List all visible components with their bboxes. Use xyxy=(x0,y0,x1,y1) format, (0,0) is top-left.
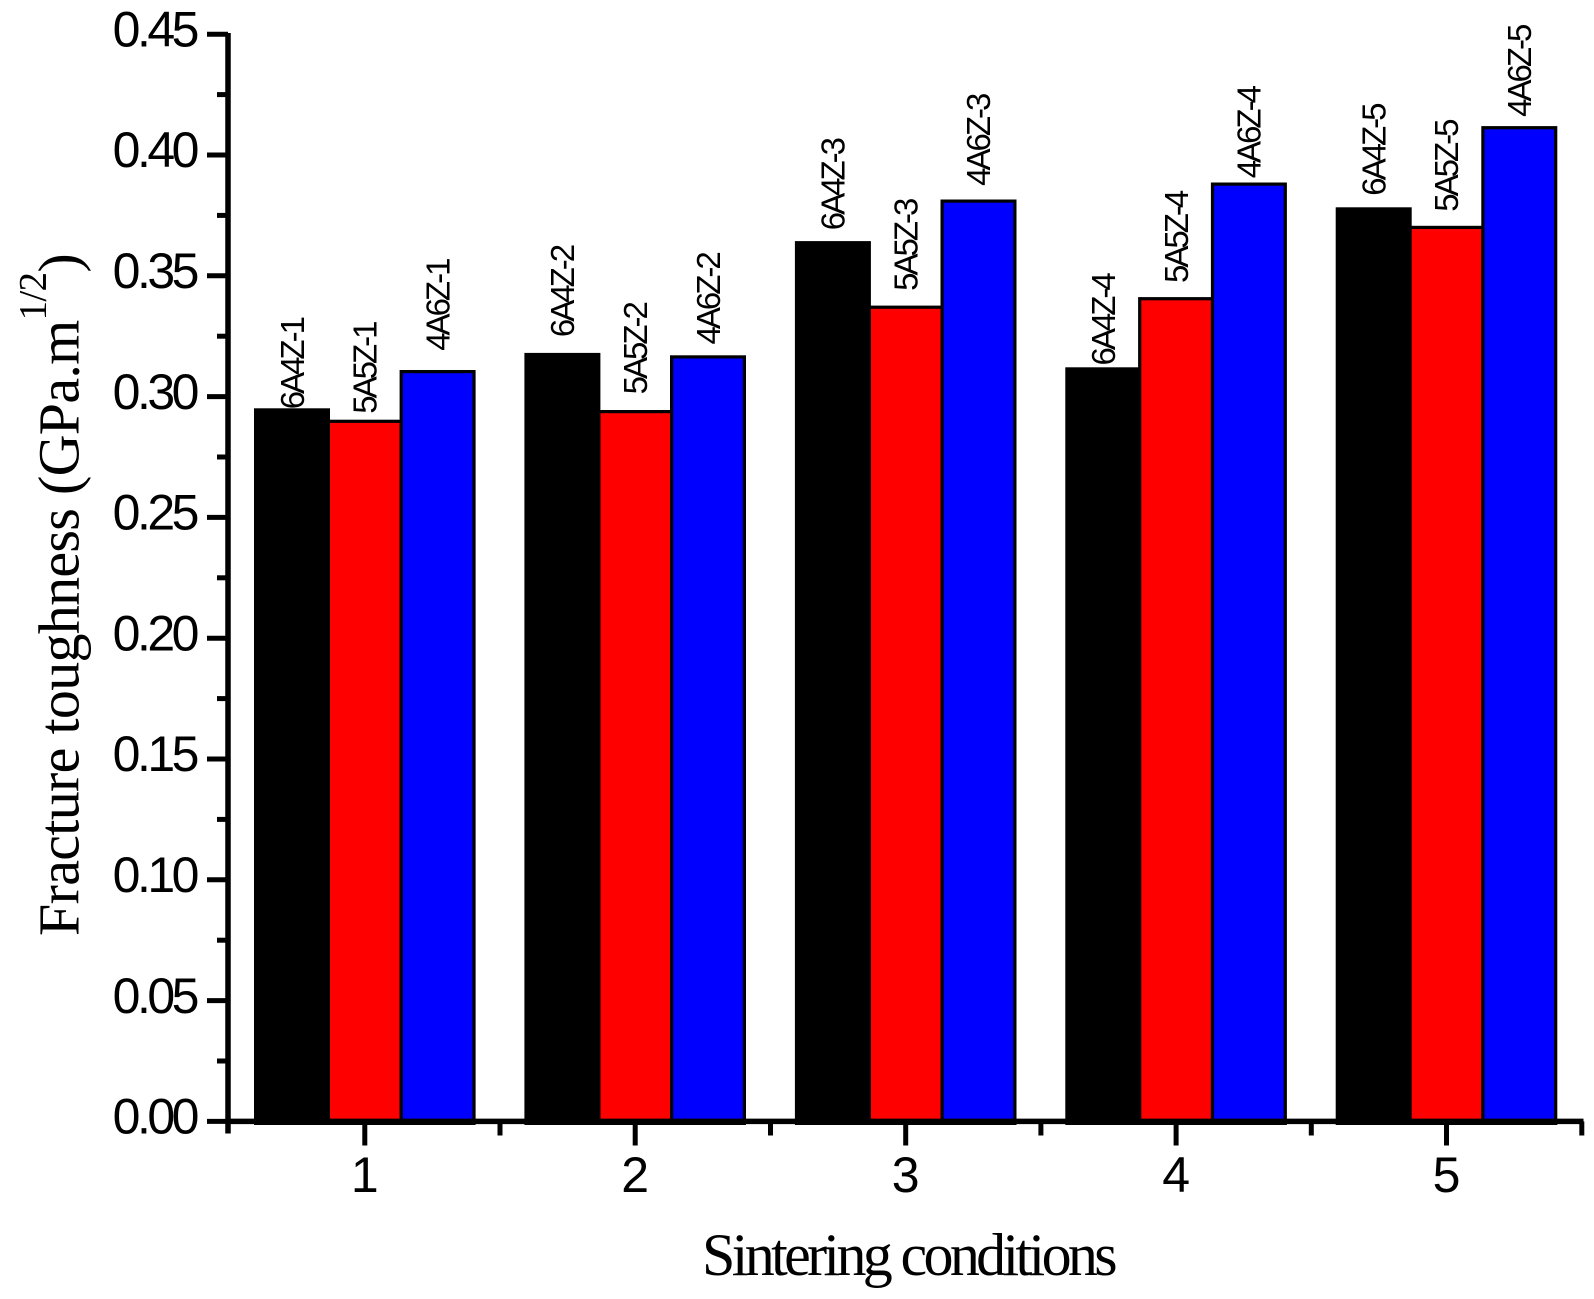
svg-text:4A6Z-4: 4A6Z-4 xyxy=(1231,85,1268,178)
svg-text:0.35: 0.35 xyxy=(113,243,198,299)
svg-text:0.40: 0.40 xyxy=(113,122,198,178)
svg-text:2: 2 xyxy=(621,1147,649,1203)
svg-text:0.45: 0.45 xyxy=(113,2,198,58)
svg-text:6A4Z-3: 6A4Z-3 xyxy=(815,138,852,230)
svg-text:6A4Z-1: 6A4Z-1 xyxy=(274,317,311,409)
svg-text:6A4Z-5: 6A4Z-5 xyxy=(1356,104,1393,196)
svg-text:0.30: 0.30 xyxy=(113,364,198,420)
svg-text:4A6Z-2: 4A6Z-2 xyxy=(690,253,727,345)
svg-text:1: 1 xyxy=(351,1147,379,1203)
svg-text:5A5Z-2: 5A5Z-2 xyxy=(617,303,654,395)
svg-text:0.15: 0.15 xyxy=(113,726,198,782)
svg-text:0.10: 0.10 xyxy=(113,847,198,903)
svg-text:5A5Z-4: 5A5Z-4 xyxy=(1158,190,1195,283)
svg-text:6A4Z-2: 6A4Z-2 xyxy=(544,245,581,337)
svg-text:6A4Z-4: 6A4Z-4 xyxy=(1085,273,1122,366)
svg-text:4: 4 xyxy=(1162,1147,1190,1203)
svg-text:4A6Z-1: 4A6Z-1 xyxy=(419,259,456,351)
svg-text:5A5Z-3: 5A5Z-3 xyxy=(888,199,925,291)
svg-text:4A6Z-3: 4A6Z-3 xyxy=(960,94,997,186)
svg-text:0.25: 0.25 xyxy=(113,485,198,541)
svg-text:4A6Z-5: 4A6Z-5 xyxy=(1501,25,1538,117)
svg-text:5: 5 xyxy=(1433,1147,1461,1203)
svg-text:5A5Z-5: 5A5Z-5 xyxy=(1428,120,1465,212)
svg-text:Sintering conditions: Sintering conditions xyxy=(702,1222,1116,1288)
svg-text:0.20: 0.20 xyxy=(113,606,198,662)
svg-text:0.05: 0.05 xyxy=(113,968,198,1024)
svg-text:0.00: 0.00 xyxy=(113,1089,198,1145)
svg-text:5A5Z-1: 5A5Z-1 xyxy=(347,322,384,414)
svg-text:3: 3 xyxy=(892,1147,920,1203)
